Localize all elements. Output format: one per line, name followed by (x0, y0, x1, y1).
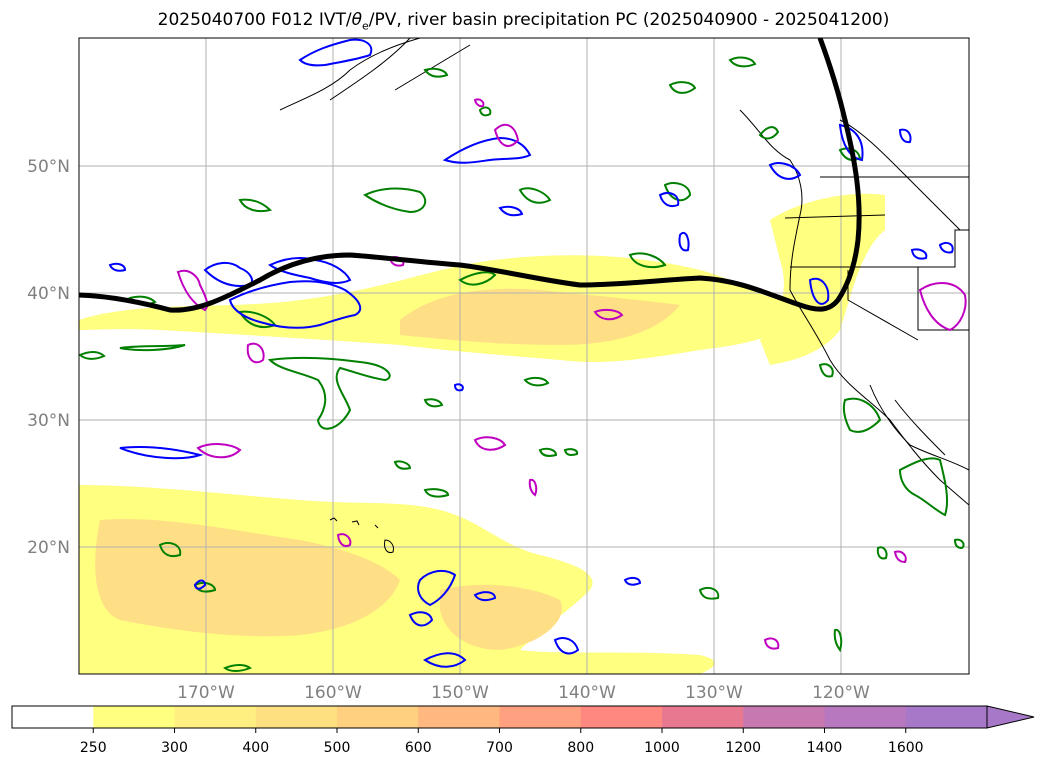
colorbar-labels: 250 300 400 500 600 700 800 1000 1200 1400 1600 (80, 728, 924, 756)
lat-label: 50°N (27, 157, 70, 177)
colorbar-label: 1200 (725, 740, 761, 756)
colorbar-label: 600 (405, 740, 432, 756)
lon-label: 150°W (431, 683, 489, 703)
colorbar-swatch (337, 706, 419, 728)
colorbar-swatches (12, 706, 988, 728)
ivt-plume-core (400, 288, 680, 345)
lat-label: 30°N (27, 411, 70, 431)
ivt-tropical-core (95, 519, 401, 637)
gridlines (79, 38, 969, 674)
colorbar-extend-arrow (986, 705, 1035, 729)
lon-label: 130°W (685, 683, 743, 703)
bc-coast (739, 109, 969, 506)
lat-label: 40°N (27, 284, 70, 304)
colorbar-label: 250 (80, 740, 107, 756)
colorbar-label: 500 (324, 740, 351, 756)
colorbar-swatch (174, 706, 257, 728)
colorbar-swatch (905, 706, 988, 728)
colorbar-swatch (580, 706, 663, 728)
colorbar-swatch (499, 706, 582, 728)
colorbar-label: 1000 (644, 740, 680, 756)
colorbar-swatch (662, 706, 744, 728)
pv-contours (108, 38, 954, 668)
pv-2-line (79, 38, 862, 313)
ivt-tropical-core-2 (440, 584, 562, 650)
theta-e-contours (79, 56, 965, 672)
colorbar-swatch (824, 706, 907, 728)
latitude-labels: 50°N 40°N 30°N 20°N (27, 157, 70, 558)
colorbar-label: 1400 (807, 740, 843, 756)
alaska-coast (279, 38, 421, 111)
colorbar-label: 1600 (888, 740, 924, 756)
ivt-coastal-band (760, 193, 885, 365)
state-border-1 (784, 214, 886, 219)
lon-label: 120°W (812, 683, 870, 703)
colorbar: 250 300 400 500 600 700 800 1000 1200 1400 1600 (11, 705, 1035, 756)
longitude-labels: 170°W 160°W 150°W 140°W 130°W 120°W (177, 683, 870, 703)
map-frame (78, 37, 970, 675)
state-border-2 (790, 229, 969, 268)
coastlines (279, 38, 969, 553)
lon-label: 170°W (177, 683, 235, 703)
lon-label: 160°W (304, 683, 362, 703)
mexico-coast (869, 384, 969, 471)
colorbar-swatch (12, 706, 94, 728)
colorbar-swatch (93, 706, 175, 728)
colorbar-label: 400 (242, 740, 269, 756)
magenta-contours (176, 98, 967, 650)
colorbar-label: 700 (486, 740, 513, 756)
colorbar-label: 800 (567, 740, 594, 756)
hawaii-islands (329, 517, 394, 553)
ivt-shading (79, 193, 885, 674)
colorbar-swatch (255, 706, 338, 728)
colorbar-swatch (418, 706, 500, 728)
colorbar-label: 300 (161, 740, 188, 756)
gulf-california (894, 399, 946, 456)
map-title: 2025040700 F012 IVT/θe/PV, river basin p… (157, 10, 890, 33)
lon-label: 140°W (558, 683, 616, 703)
colorbar-swatch (743, 706, 825, 728)
lat-label: 20°N (27, 538, 70, 558)
